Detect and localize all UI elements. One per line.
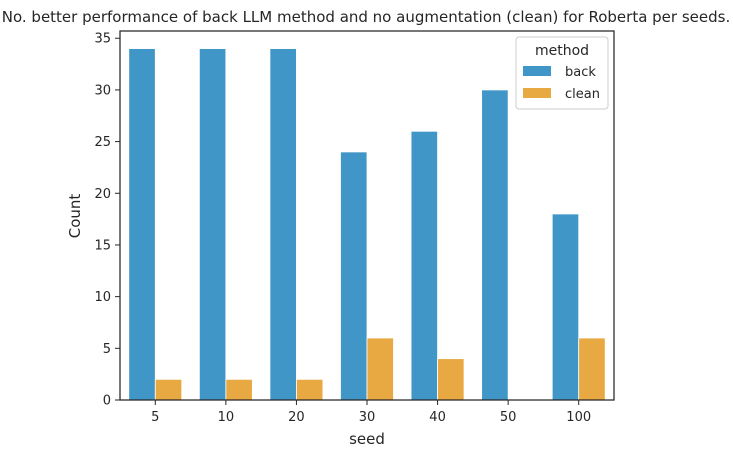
x-tick-label-10: 10 — [218, 410, 235, 425]
x-tick-label-100: 100 — [566, 410, 591, 425]
bar-clean-10 — [225, 378, 253, 401]
y-tick-label-0: 0 — [103, 394, 111, 409]
plot-frame — [119, 30, 615, 401]
y-tick-label-5: 5 — [103, 342, 111, 357]
legend-title: method — [535, 43, 589, 59]
bar-back-50 — [481, 89, 509, 401]
legend-label-clean: clean — [565, 87, 600, 102]
y-tick-label-20: 20 — [94, 187, 111, 202]
bar-clean-40 — [437, 358, 465, 401]
x-tick-label-20: 20 — [288, 410, 305, 425]
bar-clean-30 — [366, 337, 394, 401]
bar-back-20 — [269, 48, 297, 401]
bars-group — [128, 48, 606, 401]
x-ticks-group: 5 10 20 30 40 50 100 — [151, 400, 591, 425]
bar-back-5 — [128, 48, 156, 401]
x-axis-label: seed — [349, 430, 385, 448]
bar-clean-100 — [578, 337, 606, 401]
bar-clean-20 — [296, 378, 324, 401]
bar-back-10 — [198, 48, 227, 401]
bar-back-100 — [551, 213, 580, 401]
y-tick-label-25: 25 — [94, 135, 111, 150]
bar-back-30 — [340, 151, 368, 401]
y-axis-label: Count — [66, 194, 84, 239]
legend: method back clean — [515, 36, 609, 110]
x-tick-label-5: 5 — [151, 410, 159, 425]
legend-label-back: back — [565, 65, 596, 80]
y-tick-label-10: 10 — [94, 290, 111, 305]
legend-swatch-clean — [523, 88, 551, 98]
y-ticks-group: 0 5 10 15 20 25 30 35 — [94, 32, 120, 409]
y-tick-label-35: 35 — [94, 32, 111, 47]
legend-swatch-back — [523, 66, 551, 76]
x-tick-label-50: 50 — [500, 410, 517, 425]
y-tick-label-15: 15 — [94, 238, 111, 253]
x-tick-label-30: 30 — [359, 410, 376, 425]
y-tick-label-30: 30 — [94, 83, 111, 98]
chart-title: No. better performance of back LLM metho… — [2, 8, 730, 26]
bar-clean-5 — [154, 378, 183, 401]
bar-back-40 — [410, 130, 438, 401]
x-tick-label-40: 40 — [429, 410, 446, 425]
